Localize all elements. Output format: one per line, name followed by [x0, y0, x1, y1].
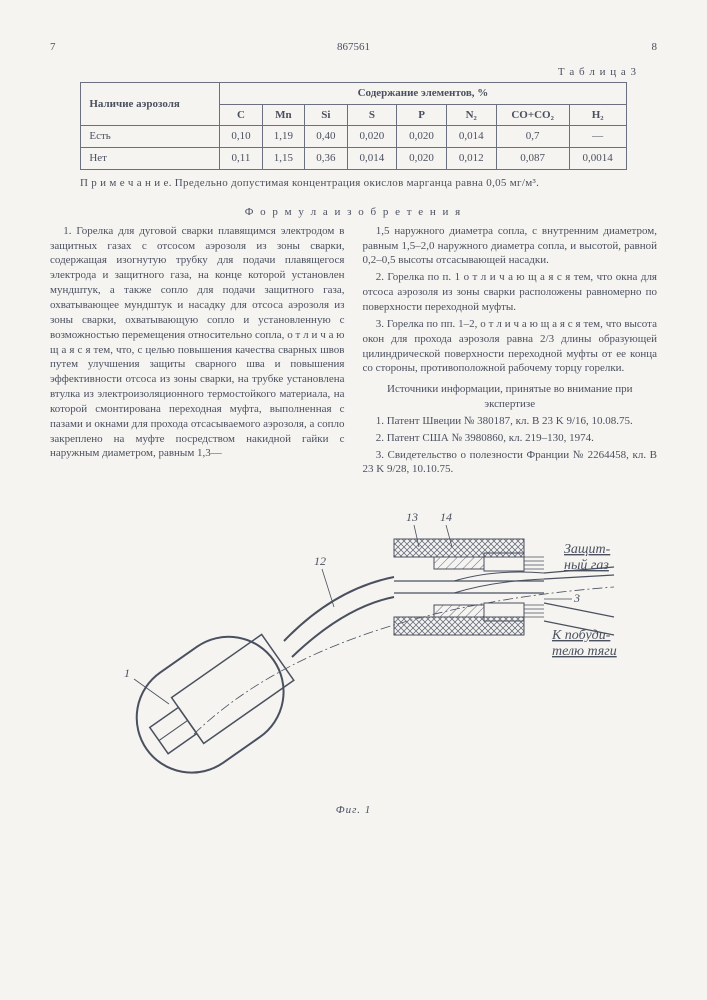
annot-gas-2: ный газ — [564, 558, 609, 573]
cell: 0,020 — [397, 126, 447, 148]
th-s: S — [347, 104, 397, 126]
ref-3: 3. Свидетельство о полезности Франции № … — [363, 448, 658, 478]
cell: 1,15 — [262, 148, 304, 170]
column-left: 1. Горелка для дуговой сварки плавящимся… — [50, 224, 345, 480]
claim-1-part2: 1,5 наружного диаметра сопла, с внутренн… — [363, 224, 658, 269]
row-label: Есть — [81, 126, 220, 148]
cell: 0,10 — [220, 126, 262, 148]
page-num-right: 8 — [652, 40, 658, 55]
label-1: 1 — [124, 666, 130, 680]
label-3: 3 — [573, 591, 580, 605]
row-label: Нет — [81, 148, 220, 170]
refs-title: Источники информации, принятые во вниман… — [363, 382, 658, 412]
label-13: 13 — [406, 510, 418, 524]
cell: 0,012 — [446, 148, 496, 170]
table-row: Есть 0,10 1,19 0,40 0,020 0,020 0,014 0,… — [81, 126, 626, 148]
label-14: 14 — [440, 510, 452, 524]
cell: — — [569, 126, 626, 148]
cell: 0,40 — [305, 126, 347, 148]
cell: 0,014 — [446, 126, 496, 148]
table-note: П р и м е ч а н и е. Предельно допустима… — [80, 176, 627, 191]
text-columns: 1. Горелка для дуговой сварки плавящимся… — [50, 224, 657, 480]
composition-table: Наличие аэрозоля Содержание элементов, %… — [80, 82, 626, 170]
th-aerosol: Наличие аэрозоля — [81, 82, 220, 126]
th-si: Si — [305, 104, 347, 126]
claim-1-part1: 1. Горелка для дуговой сварки плавящимся… — [50, 224, 345, 462]
th-group: Содержание элементов, % — [220, 82, 626, 104]
cell: 0,36 — [305, 148, 347, 170]
label-12: 12 — [314, 554, 326, 568]
cell: 1,19 — [262, 126, 304, 148]
th-h2: H₂ — [569, 104, 626, 126]
torch-diagram: 1 12 13 14 3 Защит- ный газ К побуди- те… — [74, 499, 634, 799]
column-right: 1,5 наружного диаметра сопла, с внутренн… — [363, 224, 658, 480]
references: Источники информации, принятые во вниман… — [363, 382, 658, 477]
th-p: P — [397, 104, 447, 126]
th-c: C — [220, 104, 262, 126]
cell: 0,020 — [347, 126, 397, 148]
page-header: 7 867561 8 — [50, 40, 657, 55]
figure-1: 1 12 13 14 3 Защит- ный газ К побуди- те… — [50, 499, 657, 818]
cell: 0,0014 — [569, 148, 626, 170]
table-row: Нет 0,11 1,15 0,36 0,014 0,020 0,012 0,0… — [81, 148, 626, 170]
cell: 0,020 — [397, 148, 447, 170]
th-co: CO+CO₂ — [496, 104, 569, 126]
th-mn: Mn — [262, 104, 304, 126]
cell: 0,087 — [496, 148, 569, 170]
formula-title: Ф о р м у л а и з о б р е т е н и я — [50, 205, 657, 220]
annot-draft-2: телю тяги — [552, 644, 617, 659]
annot-draft-1: К побуди- — [551, 628, 611, 643]
ref-2: 2. Патент США № 3980860, кл. 219–130, 19… — [363, 431, 658, 446]
cell: 0,014 — [347, 148, 397, 170]
th-n2: N₂ — [446, 104, 496, 126]
claim-3: 3. Горелка по пп. 1–2, о т л и ч а ю щ а… — [363, 317, 658, 376]
document-id: 867561 — [56, 40, 652, 55]
claim-2: 2. Горелка по п. 1 о т л и ч а ю щ а я с… — [363, 270, 658, 315]
annot-gas-1: Защит- — [564, 542, 611, 557]
figure-caption: Фиг. 1 — [50, 803, 657, 818]
table-label: Т а б л и ц а 3 — [50, 65, 637, 80]
cell: 0,7 — [496, 126, 569, 148]
ref-1: 1. Патент Швеции № 380187, кл. B 23 K 9/… — [363, 414, 658, 429]
cell: 0,11 — [220, 148, 262, 170]
